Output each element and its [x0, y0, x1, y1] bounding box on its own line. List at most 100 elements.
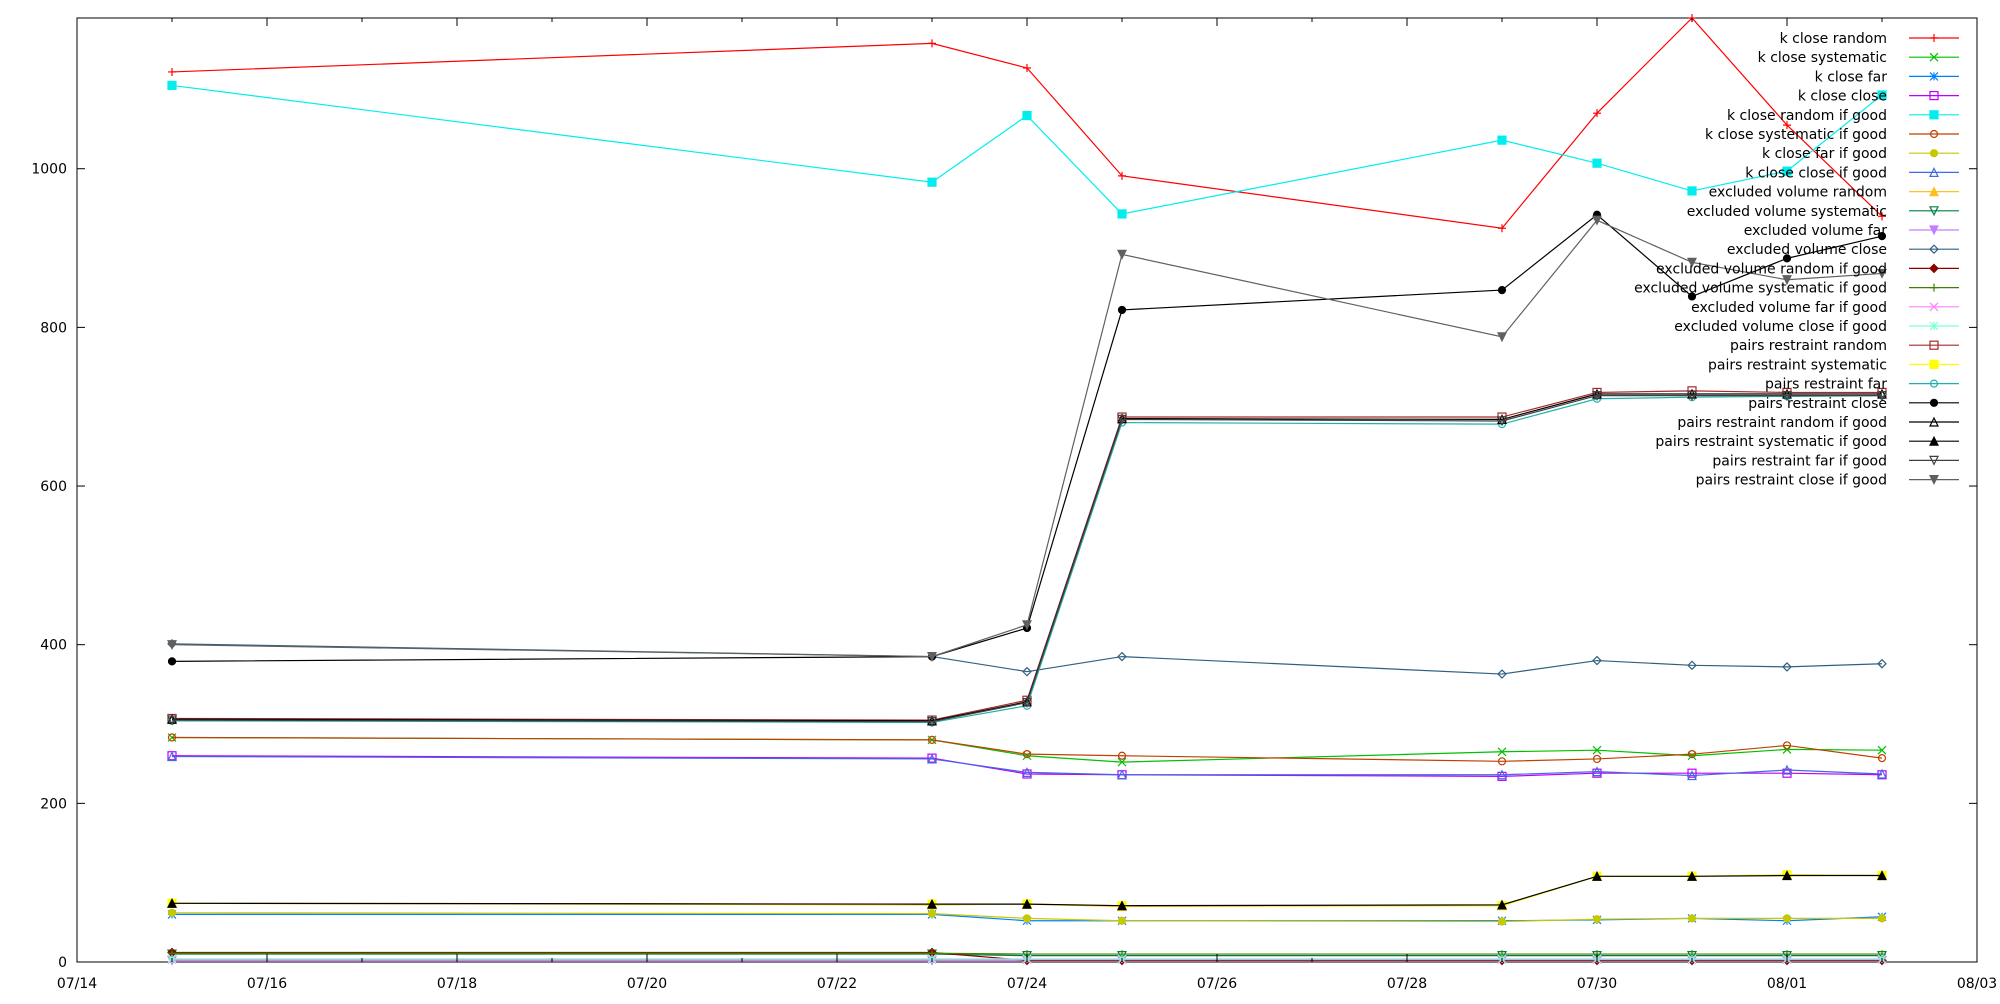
legend-label: excluded volume systematic: [1687, 204, 1887, 220]
legend-entry: excluded volume random if good: [1656, 261, 1959, 277]
legend-label: pairs restraint close if good: [1696, 473, 1887, 489]
legend-label: k close systematic: [1758, 50, 1887, 66]
data-point: [1497, 135, 1507, 145]
legend-swatch-marker: [1929, 455, 1939, 466]
legend-entry: excluded volume close: [1727, 242, 1959, 258]
data-point: [1497, 285, 1507, 295]
y-tick-label: 600: [40, 479, 67, 495]
legend-swatch-marker: [1929, 244, 1939, 255]
legend-swatch-marker: [1929, 129, 1939, 139]
data-point: [1592, 215, 1602, 226]
data-point: [1877, 658, 1887, 669]
legend-label: k close far if good: [1762, 146, 1887, 162]
data-point: [1117, 414, 1127, 425]
legend-entry: pairs restraint systematic if good: [1655, 434, 1959, 450]
data-point: [1497, 669, 1507, 679]
data-point: [1877, 388, 1887, 399]
data-point: [1687, 770, 1697, 781]
data-point: [1117, 209, 1127, 219]
x-tick-label: 07/16: [247, 976, 287, 992]
data-point: [1782, 914, 1792, 923]
legend-entry: pairs restraint far if good: [1712, 453, 1959, 469]
legend-label: k close close if good: [1745, 165, 1887, 181]
data-point: [1592, 766, 1602, 777]
legend-swatch-marker: [1929, 340, 1939, 350]
legend-entry: excluded volume systematic: [1687, 204, 1959, 220]
data-point: [1118, 171, 1126, 180]
legend-swatch-marker: [1929, 90, 1939, 101]
series-k-close-random-if-good: [167, 80, 1887, 219]
legend-swatch-marker: [1929, 263, 1939, 274]
data-point: [1022, 751, 1032, 761]
series-line: [171, 736, 1883, 762]
legend-label: excluded volume close: [1727, 242, 1887, 258]
data-point: [1022, 750, 1032, 759]
legend-entry: pairs restraint systematic: [1708, 357, 1959, 373]
data-point: [1592, 915, 1602, 924]
data-point: [167, 640, 177, 651]
data-point: [927, 753, 937, 764]
data-point: [1687, 292, 1697, 301]
data-point: [167, 897, 177, 908]
legend-entry: k close random if good: [1727, 108, 1959, 124]
series-line: [171, 755, 1883, 777]
legend-swatch-marker: [1929, 379, 1939, 388]
data-point: [1687, 750, 1697, 759]
data-point: [1592, 745, 1602, 755]
data-point: [1878, 212, 1886, 221]
data-point: [927, 651, 937, 662]
legend-swatch-marker: [1929, 475, 1939, 485]
x-tick-label: 07/18: [437, 976, 477, 992]
data-point: [1497, 757, 1507, 766]
data-point: [1687, 386, 1697, 396]
data-point: [1022, 914, 1032, 923]
series-k-close-far-if-good: [167, 908, 1887, 926]
data-point: [1117, 900, 1127, 911]
data-point: [1023, 63, 1031, 72]
series-pairs-restraint-systematic-if-good: [167, 870, 1887, 911]
data-point: [1877, 391, 1887, 401]
data-point: [1782, 166, 1792, 176]
legend-entry: k close random: [1780, 31, 1959, 47]
legend-entry: pairs restraint random: [1730, 338, 1959, 354]
data-point: [167, 733, 177, 742]
series-pairs-restraint-close: [167, 210, 1887, 666]
data-point: [927, 898, 937, 909]
data-point: [1117, 651, 1127, 662]
data-point: [1022, 620, 1032, 631]
y-tick-label: 0: [58, 955, 67, 971]
data-point: [1782, 254, 1792, 263]
data-point: [167, 715, 177, 726]
data-point: [1782, 741, 1792, 750]
series-line: [171, 393, 1882, 722]
data-point: [1592, 655, 1602, 666]
y-tick-label: 800: [40, 320, 67, 336]
legend-entry: pairs restraint random if good: [1677, 415, 1959, 431]
legend-entry: k close far: [1815, 69, 1959, 85]
data-point: [1117, 916, 1127, 925]
data-point: [1497, 917, 1507, 926]
data-point: [1022, 767, 1032, 778]
x-tick-label: 07/24: [1007, 976, 1047, 992]
series-pairs-restraint-random-if-good: [167, 388, 1887, 726]
legend-entry: k close close if good: [1745, 165, 1959, 181]
data-point: [1022, 666, 1032, 677]
data-point: [1022, 110, 1032, 121]
legend-swatch-marker: [1929, 398, 1939, 407]
legend-label: k close random if good: [1727, 108, 1887, 124]
x-tick-label: 07/20: [627, 976, 667, 992]
y-tick-label: 200: [40, 796, 67, 812]
legend-label: k close close: [1798, 89, 1887, 105]
series-pairs-restraint-random: [167, 386, 1887, 725]
series-line: [171, 395, 1883, 724]
data-point: [1498, 224, 1506, 233]
data-point: [1877, 754, 1887, 763]
series-line: [171, 643, 1883, 675]
legend-swatch-marker: [1930, 283, 1938, 292]
legend-swatch-marker: [1929, 359, 1939, 369]
legend-entry: excluded volume systematic if good: [1634, 281, 1959, 297]
data-point: [1687, 660, 1697, 671]
legend-label: excluded volume close if good: [1674, 319, 1887, 335]
